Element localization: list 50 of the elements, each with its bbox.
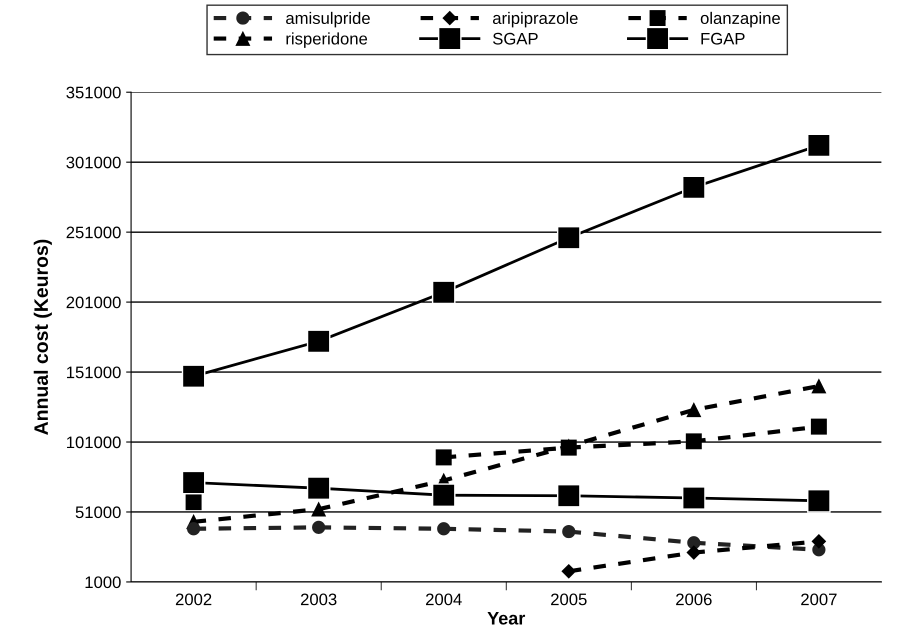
- point: [556, 226, 581, 250]
- point: [182, 470, 206, 494]
- point: [807, 134, 831, 158]
- x-tick-label: 2006: [676, 593, 712, 606]
- point: [186, 494, 202, 510]
- point: [812, 534, 826, 549]
- x-axis-title: Year: [487, 612, 526, 625]
- y-tick-label: 351000: [66, 86, 121, 98]
- point: [682, 486, 706, 510]
- legend-label: olanzapine: [700, 12, 780, 28]
- y-tick-label: 101000: [67, 436, 121, 448]
- point: [560, 440, 577, 456]
- point: [312, 520, 326, 534]
- point: [182, 364, 206, 388]
- legend-label: FGAP: [701, 32, 745, 45]
- point: [686, 402, 702, 418]
- point: [556, 484, 581, 508]
- x-tick-label: 2007: [801, 593, 837, 606]
- legend-label: risperidone: [286, 32, 368, 48]
- point: [187, 522, 200, 536]
- point: [432, 280, 456, 304]
- point: [810, 418, 827, 435]
- point: [686, 545, 702, 560]
- legend-label: amisulpride: [286, 12, 370, 28]
- y-axis-title: Annual cost (Keuros): [34, 240, 52, 435]
- point: [311, 502, 326, 516]
- y-tick-label: 201000: [66, 296, 121, 308]
- y-tick-label: 251000: [66, 226, 121, 238]
- x-tick-label: 2004: [426, 593, 462, 606]
- point: [306, 476, 330, 500]
- point: [432, 483, 456, 507]
- x-tick-label: 2003: [300, 593, 336, 606]
- y-tick-label: 301000: [66, 156, 121, 168]
- point: [807, 488, 831, 513]
- legend-label: aripiprazole: [492, 12, 578, 28]
- y-tick-label: 51000: [76, 506, 121, 518]
- point: [812, 378, 826, 394]
- point: [562, 524, 576, 538]
- point: [562, 564, 576, 579]
- point: [436, 449, 452, 466]
- point: [682, 176, 706, 200]
- point: [306, 329, 330, 354]
- point: [437, 522, 450, 536]
- point: [686, 433, 702, 450]
- y-tick-label: 1000: [86, 576, 121, 588]
- point: [687, 536, 700, 550]
- x-tick-label: 2002: [176, 593, 212, 606]
- x-tick-label: 2005: [551, 593, 587, 606]
- legend-label: SGAP: [493, 32, 538, 45]
- y-tick-label: 151000: [67, 366, 121, 378]
